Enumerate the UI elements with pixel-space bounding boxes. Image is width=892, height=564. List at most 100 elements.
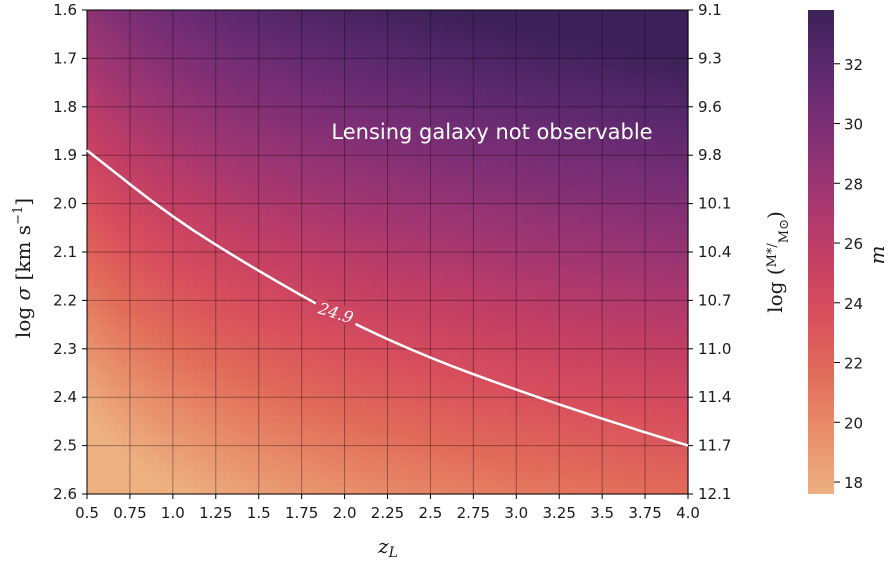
heatmap-cell — [122, 116, 131, 125]
heatmap-cell — [137, 316, 145, 324]
heatmap-cell — [108, 273, 117, 282]
heatmap-cell — [401, 316, 410, 324]
heatmap-cell — [137, 358, 145, 367]
heatmap-cell — [437, 145, 446, 153]
heatmap-cell — [94, 159, 102, 168]
heatmap-cell — [172, 479, 181, 488]
heatmap-cell — [487, 230, 496, 239]
heatmap-cell — [287, 244, 296, 253]
heatmap-cell — [137, 138, 145, 146]
heatmap-cell — [180, 202, 188, 210]
heatmap-cell — [237, 415, 245, 424]
heatmap-cell — [94, 323, 102, 331]
heatmap-cell — [301, 10, 310, 18]
heatmap-cell — [151, 237, 160, 246]
heatmap-cell — [237, 173, 245, 182]
heatmap-cell — [294, 365, 303, 374]
heatmap-cell — [315, 408, 324, 417]
heatmap-cell — [201, 145, 210, 153]
heatmap-cell — [251, 465, 260, 474]
heatmap-cell — [594, 123, 603, 132]
heatmap-cell — [387, 301, 396, 310]
heatmap-cell — [187, 131, 195, 139]
heatmap-cell — [487, 458, 496, 467]
heatmap-cell — [351, 330, 360, 339]
heatmap-cell — [387, 358, 396, 367]
heatmap-cell — [287, 358, 296, 367]
heatmap-cell — [294, 344, 303, 353]
heatmap-cell — [416, 195, 424, 203]
heatmap-cell — [280, 252, 288, 260]
heatmap-cell — [251, 358, 260, 367]
heatmap-cell — [366, 472, 374, 481]
heatmap-cell — [280, 131, 288, 139]
heatmap-cell — [566, 415, 575, 424]
heatmap-cell — [373, 479, 381, 488]
heatmap-cell — [287, 223, 296, 232]
heatmap-cell — [158, 380, 167, 388]
heatmap-cell — [244, 223, 253, 232]
heatmap-cell — [337, 380, 346, 388]
heatmap-cell — [366, 358, 374, 367]
heatmap-cell — [459, 102, 467, 111]
heatmap-cell — [459, 173, 467, 182]
heatmap-cell — [594, 266, 603, 274]
heatmap-cell — [158, 237, 167, 246]
heatmap-cell — [194, 59, 203, 68]
heatmap-cell — [459, 437, 467, 445]
heatmap-cell — [373, 10, 381, 18]
heatmap-cell — [287, 422, 296, 431]
heatmap-cell — [552, 380, 560, 388]
heatmap-cell — [573, 252, 582, 260]
heatmap-cell — [430, 294, 439, 303]
heatmap-cell — [151, 373, 160, 381]
heatmap-cell — [108, 287, 117, 296]
heatmap-cell — [137, 344, 145, 353]
heatmap-cell — [501, 451, 510, 460]
heatmap-cell — [473, 252, 482, 260]
heatmap-cell — [387, 223, 396, 232]
heatmap-cell — [323, 365, 331, 374]
heatmap-cell — [609, 66, 618, 75]
heatmap-cell — [366, 301, 374, 310]
heatmap-cell — [323, 116, 331, 125]
heatmap-cell — [552, 451, 560, 460]
heatmap-cell — [294, 17, 303, 25]
heatmap-cell — [530, 230, 539, 239]
heatmap-cell — [487, 415, 496, 424]
heatmap-cell — [351, 166, 360, 175]
heatmap-cell — [108, 415, 117, 424]
heatmap-cell — [308, 465, 317, 474]
heatmap-cell — [380, 337, 389, 346]
heatmap-cell — [501, 437, 510, 445]
heatmap-cell — [237, 131, 245, 139]
heatmap-cell — [180, 373, 188, 381]
heatmap-cell — [530, 266, 539, 274]
heatmap-cell — [552, 131, 560, 139]
heatmap-cell — [501, 259, 510, 267]
heatmap-cell — [87, 358, 95, 367]
heatmap-cell — [315, 24, 324, 32]
heatmap-cell — [287, 373, 296, 381]
heatmap-cell — [323, 216, 331, 225]
heatmap-cell — [101, 323, 110, 331]
heatmap-cell — [587, 486, 596, 495]
heatmap-cell — [587, 373, 596, 381]
heatmap-cell — [602, 195, 610, 203]
heatmap-cell — [459, 180, 467, 189]
heatmap-cell — [230, 52, 238, 61]
heatmap-cell — [437, 472, 446, 481]
heatmap-cell — [294, 166, 303, 175]
heatmap-cell — [501, 415, 510, 424]
heatmap-cell — [337, 38, 346, 47]
heatmap-cell — [416, 24, 424, 32]
heatmap-cell — [129, 195, 138, 203]
heatmap-cell — [165, 451, 174, 460]
heatmap-cell — [230, 237, 238, 246]
heatmap-cell — [115, 166, 124, 175]
heatmap-cell — [165, 95, 174, 104]
heatmap-cell — [444, 131, 453, 139]
heatmap-cell — [330, 17, 339, 25]
heatmap-cell — [87, 159, 95, 168]
heatmap-cell — [537, 237, 546, 246]
